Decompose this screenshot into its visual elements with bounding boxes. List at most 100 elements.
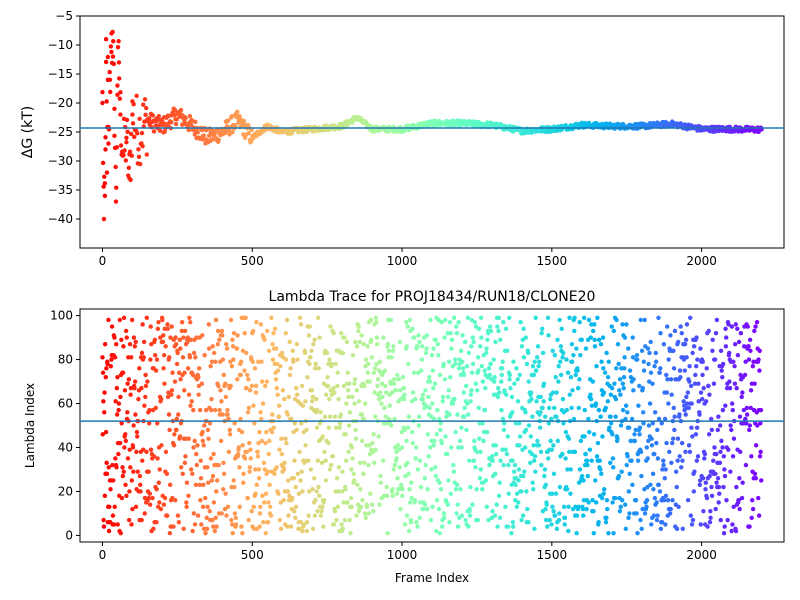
lambda-point xyxy=(156,319,161,325)
lambda-point xyxy=(585,473,590,479)
lambda-point xyxy=(102,390,107,395)
lambda-point xyxy=(672,328,678,334)
lambda-point xyxy=(580,506,586,512)
lambda-point xyxy=(295,357,300,362)
lambda-point xyxy=(207,509,212,514)
lambda-point xyxy=(297,315,303,320)
lambda-point xyxy=(339,522,344,527)
lambda-point xyxy=(235,451,241,457)
lambda-point xyxy=(453,487,459,492)
lambda-point xyxy=(495,324,500,329)
lambda-point xyxy=(280,350,285,356)
lambda-point xyxy=(400,374,406,380)
delta-g-point xyxy=(100,90,105,95)
lambda-point xyxy=(448,330,453,336)
lambda-x-axis-label: Frame Index xyxy=(395,571,469,585)
lambda-point xyxy=(490,454,495,459)
lambda-point xyxy=(648,339,653,345)
lambda-point xyxy=(591,531,596,536)
lambda-point xyxy=(432,438,437,444)
lambda-point xyxy=(649,522,654,527)
lambda-point xyxy=(242,368,247,373)
lambda-point xyxy=(682,368,688,373)
delta-g-point xyxy=(103,37,109,42)
delta-g-point xyxy=(125,129,130,135)
lambda-point xyxy=(533,315,538,320)
lambda-point xyxy=(407,317,413,323)
lambda-point xyxy=(241,480,246,485)
delta-g-point xyxy=(112,133,117,139)
delta-g-point xyxy=(101,216,107,222)
lambda-point xyxy=(353,339,358,345)
lambda-point xyxy=(744,405,750,411)
lambda-point xyxy=(736,498,741,503)
lambda-point xyxy=(152,337,158,342)
lambda-point xyxy=(584,458,590,463)
delta-g-point xyxy=(110,54,116,59)
lambda-point xyxy=(549,447,555,452)
lambda-point xyxy=(557,484,563,490)
lambda-point xyxy=(591,432,597,437)
lambda-point xyxy=(153,368,159,373)
lambda-point xyxy=(433,337,438,342)
delta-g-point xyxy=(103,135,108,140)
lambda-point xyxy=(230,531,235,536)
lambda-point xyxy=(564,407,570,413)
lambda-point xyxy=(122,388,128,393)
lambda-point xyxy=(168,335,173,340)
lambda-point xyxy=(231,330,237,336)
lambda-point xyxy=(274,385,280,391)
lambda-point xyxy=(507,377,512,382)
lambda-point xyxy=(327,414,333,419)
lambda-point xyxy=(321,524,326,529)
lambda-point xyxy=(136,396,141,402)
lambda-point xyxy=(523,427,529,433)
lambda-point xyxy=(426,454,431,459)
lambda-point xyxy=(288,366,293,371)
lambda-point xyxy=(430,385,436,391)
lambda-point xyxy=(664,440,669,446)
lambda-point xyxy=(388,317,394,323)
lambda-point xyxy=(225,407,230,413)
lambda-point xyxy=(215,478,220,483)
lambda-point xyxy=(631,388,636,393)
lambda-point xyxy=(346,449,351,455)
lambda-point xyxy=(466,350,472,356)
lambda-point xyxy=(758,407,764,413)
lambda-point xyxy=(129,522,134,527)
lambda-point xyxy=(598,414,603,419)
lambda-point xyxy=(560,451,565,457)
lambda-point xyxy=(683,449,688,455)
lambda-point xyxy=(374,335,380,340)
lambda-point xyxy=(568,467,573,472)
lambda-point xyxy=(598,341,604,347)
lambda-point xyxy=(354,513,359,518)
lambda-point xyxy=(690,517,696,523)
lambda-point xyxy=(428,445,433,450)
lambda-point xyxy=(686,405,691,411)
lambda-point xyxy=(317,335,322,340)
delta-g-point xyxy=(129,131,134,137)
lambda-point xyxy=(342,335,347,340)
lambda-point xyxy=(257,511,263,516)
lambda-point xyxy=(659,421,664,426)
lambda-point xyxy=(694,363,699,369)
lambda-point xyxy=(678,374,683,380)
lambda-point xyxy=(373,315,379,320)
lambda-point xyxy=(331,330,336,336)
lambda-point xyxy=(681,399,686,404)
lambda-point xyxy=(712,445,717,450)
lambda-point xyxy=(552,352,558,358)
lambda-point xyxy=(123,438,129,444)
lambda-point xyxy=(279,436,284,441)
lambda-point xyxy=(722,467,727,472)
lambda-point xyxy=(624,462,629,468)
lambda-point xyxy=(516,500,521,505)
x-tick-label: 500 xyxy=(241,254,264,268)
lambda-point xyxy=(179,319,185,325)
lambda-point xyxy=(424,346,429,351)
lambda-point xyxy=(180,471,185,477)
lambda-point xyxy=(323,458,328,463)
lambda-point xyxy=(534,355,540,360)
